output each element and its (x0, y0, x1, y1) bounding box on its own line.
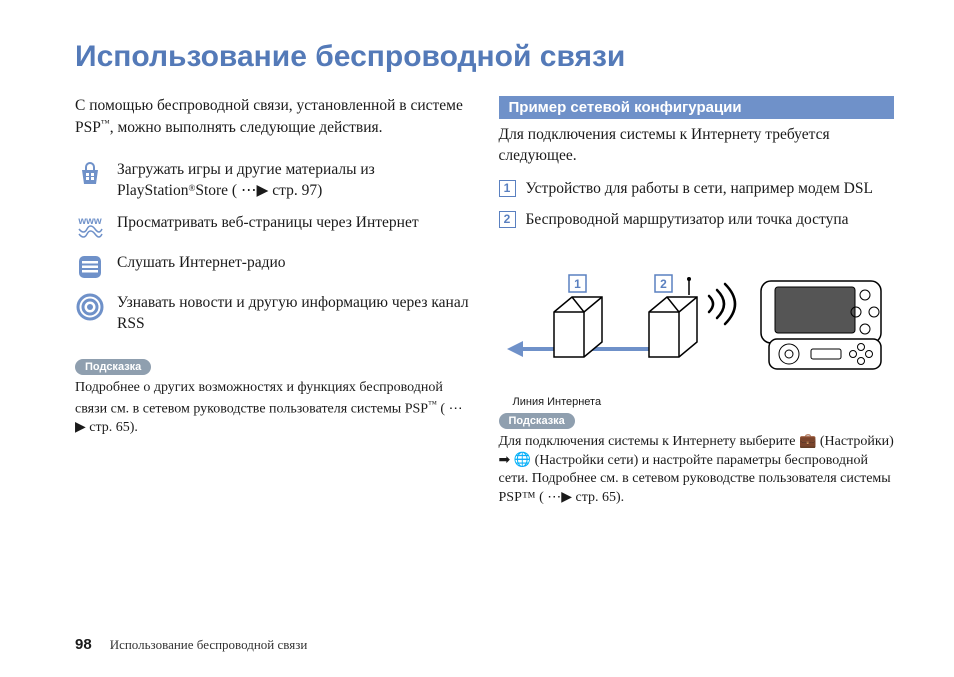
intro-post: , можно выполнять следующие действия. (110, 119, 383, 136)
radio-icon (75, 252, 105, 282)
www-icon: www (75, 212, 105, 242)
feature-text: Узнавать новости и другую информацию чер… (117, 292, 471, 335)
hint-pre: Подробнее о других возможностях и функци… (75, 380, 443, 417)
hint-label-right: Подсказка (499, 413, 575, 429)
page-footer: 98 Использование беспроводной связи (75, 636, 307, 653)
text-post: Store ( ⋯▶ стр. 97) (195, 182, 322, 199)
left-column: С помощью беспроводной связи, установлен… (75, 96, 471, 508)
feature-list: Загружать игры и другие материалы из Pla… (75, 159, 471, 335)
page-title: Использование беспроводной связи (75, 40, 894, 74)
requirement-item: 2 Беспроводной маршрутизатор или точка д… (499, 210, 895, 231)
number-badge-1: 1 (499, 180, 516, 197)
footer-text: Использование беспроводной связи (110, 637, 308, 653)
requirements-list: 1 Устройство для работы в сети, например… (499, 179, 895, 231)
feature-item-radio: Слушать Интернет-радио (75, 252, 471, 282)
feature-item-rss: Узнавать новости и другую информацию чер… (75, 292, 471, 335)
feature-text: Просматривать веб-страницы через Интерне… (117, 212, 419, 234)
shopping-bag-icon (75, 159, 105, 189)
requirement-item: 1 Устройство для работы в сети, например… (499, 179, 895, 200)
right-intro: Для подключения системы к Интернету треб… (499, 125, 895, 167)
svg-text:www: www (77, 216, 102, 227)
page-number: 98 (75, 636, 92, 653)
diagram-caption: Линия Интернета (513, 396, 895, 408)
trademark: ™ (101, 118, 110, 128)
feature-text: Загружать игры и другие материалы из Pla… (117, 159, 471, 202)
columns: С помощью беспроводной связи, установлен… (75, 96, 894, 508)
feature-text: Слушать Интернет-радио (117, 252, 286, 274)
requirement-text: Беспроводной маршрутизатор или точка дос… (526, 210, 849, 231)
hint-body: Подробнее о других возможностях и функци… (75, 379, 471, 438)
svg-text:2: 2 (660, 277, 667, 291)
feature-item-web: www Просматривать веб-страницы через Инт… (75, 212, 471, 242)
feature-item-store: Загружать игры и другие материалы из Pla… (75, 159, 471, 202)
hint-body-right: Для подключения системы к Интернету выбе… (499, 433, 895, 509)
right-column: Пример сетевой конфигурации Для подключе… (499, 96, 895, 508)
hint-label: Подсказка (75, 359, 151, 375)
trademark: ™ (428, 399, 437, 409)
rss-icon (75, 292, 105, 322)
requirement-text: Устройство для работы в сети, например м… (526, 179, 873, 200)
left-intro: С помощью беспроводной связи, установлен… (75, 96, 471, 139)
svg-text:1: 1 (574, 277, 581, 291)
number-badge-2: 2 (499, 211, 516, 228)
network-diagram: 1 2 Линия Интернета (499, 249, 895, 399)
section-header: Пример сетевой конфигурации (499, 96, 895, 119)
